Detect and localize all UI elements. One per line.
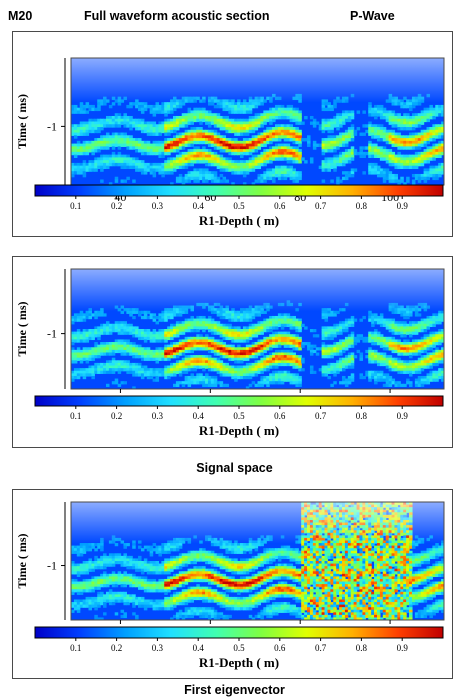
heatmap-top-fade bbox=[71, 269, 444, 389]
colorbar-tick-label: 0.3 bbox=[152, 643, 164, 653]
colorbar-tick-label: 0.8 bbox=[356, 201, 368, 211]
colorbar-tick-label: 0.7 bbox=[315, 411, 327, 421]
colorbar-tick-label: 0.2 bbox=[111, 643, 122, 653]
y-tick-label: -1 bbox=[47, 327, 57, 341]
colorbar-tick-label: 0.5 bbox=[233, 643, 245, 653]
colorbar-tick-label: 0.5 bbox=[233, 411, 245, 421]
colorbar bbox=[34, 626, 444, 639]
y-axis-label: Time ( ms) bbox=[15, 533, 29, 588]
caption-signal-space: Signal space bbox=[196, 461, 273, 475]
figure-title: Full waveform acoustic section bbox=[84, 9, 270, 23]
colorbar-tick-label: 0.1 bbox=[70, 643, 81, 653]
colorbar-tick-label: 0.3 bbox=[152, 411, 164, 421]
colorbar-label: R1-Depth ( m) bbox=[199, 655, 279, 670]
colorbar-tick-label: 0.7 bbox=[315, 201, 327, 211]
y-tick-label: -1 bbox=[47, 119, 57, 133]
colorbar-tick-label: 0.9 bbox=[397, 201, 409, 211]
colorbar-tick-label: 0.9 bbox=[397, 643, 409, 653]
colorbar-tick-label: 0.8 bbox=[356, 643, 368, 653]
colorbar-tick-label: 0.9 bbox=[397, 411, 409, 421]
y-tick-label: -1 bbox=[47, 559, 57, 573]
colorbar-tick-label: 0.2 bbox=[111, 201, 122, 211]
colorbar-tick-label: 0.1 bbox=[70, 201, 81, 211]
colorbar bbox=[34, 184, 444, 197]
colorbar bbox=[34, 395, 444, 407]
colorbar-tick-label: 0.3 bbox=[152, 201, 164, 211]
colorbar-tick-label: 0.8 bbox=[356, 411, 368, 421]
heatmap-top-fade bbox=[71, 502, 444, 620]
colorbar-tick-label: 0.2 bbox=[111, 411, 122, 421]
waveform-panel-1: 40 60 80 100 -1 Time ( ms) 0.1 0.2 0.3 0.4 0.5 0.6 0… bbox=[12, 31, 453, 237]
colorbar-tick-label: 0.6 bbox=[274, 201, 286, 211]
colorbar-tick-label: 0.5 bbox=[233, 201, 245, 211]
heatmap-top-fade bbox=[71, 58, 444, 185]
plot-frame bbox=[70, 501, 445, 621]
plot-frame bbox=[70, 268, 445, 390]
colorbar-tick-label: 0.6 bbox=[274, 643, 286, 653]
colorbar-tick-label: 0.4 bbox=[193, 201, 205, 211]
colorbar-tick-label: 0.1 bbox=[70, 411, 81, 421]
y-axis-label: Time ( ms) bbox=[15, 94, 29, 149]
colorbar-tick-label: 0.4 bbox=[193, 411, 205, 421]
colorbar-label: R1-Depth ( m) bbox=[199, 423, 279, 438]
wave-type-label: P-Wave bbox=[350, 9, 395, 23]
colorbar-tick-label: 0.6 bbox=[274, 411, 286, 421]
colorbar-tick-label: 0.4 bbox=[193, 643, 205, 653]
section-code: M20 bbox=[8, 9, 33, 23]
colorbar-tick-label: 0.7 bbox=[315, 643, 327, 653]
colorbar-label: R1-Depth ( m) bbox=[199, 213, 279, 228]
caption-first-eigenvector: First eigenvector bbox=[184, 683, 285, 697]
y-axis-label: Time ( ms) bbox=[15, 301, 29, 356]
